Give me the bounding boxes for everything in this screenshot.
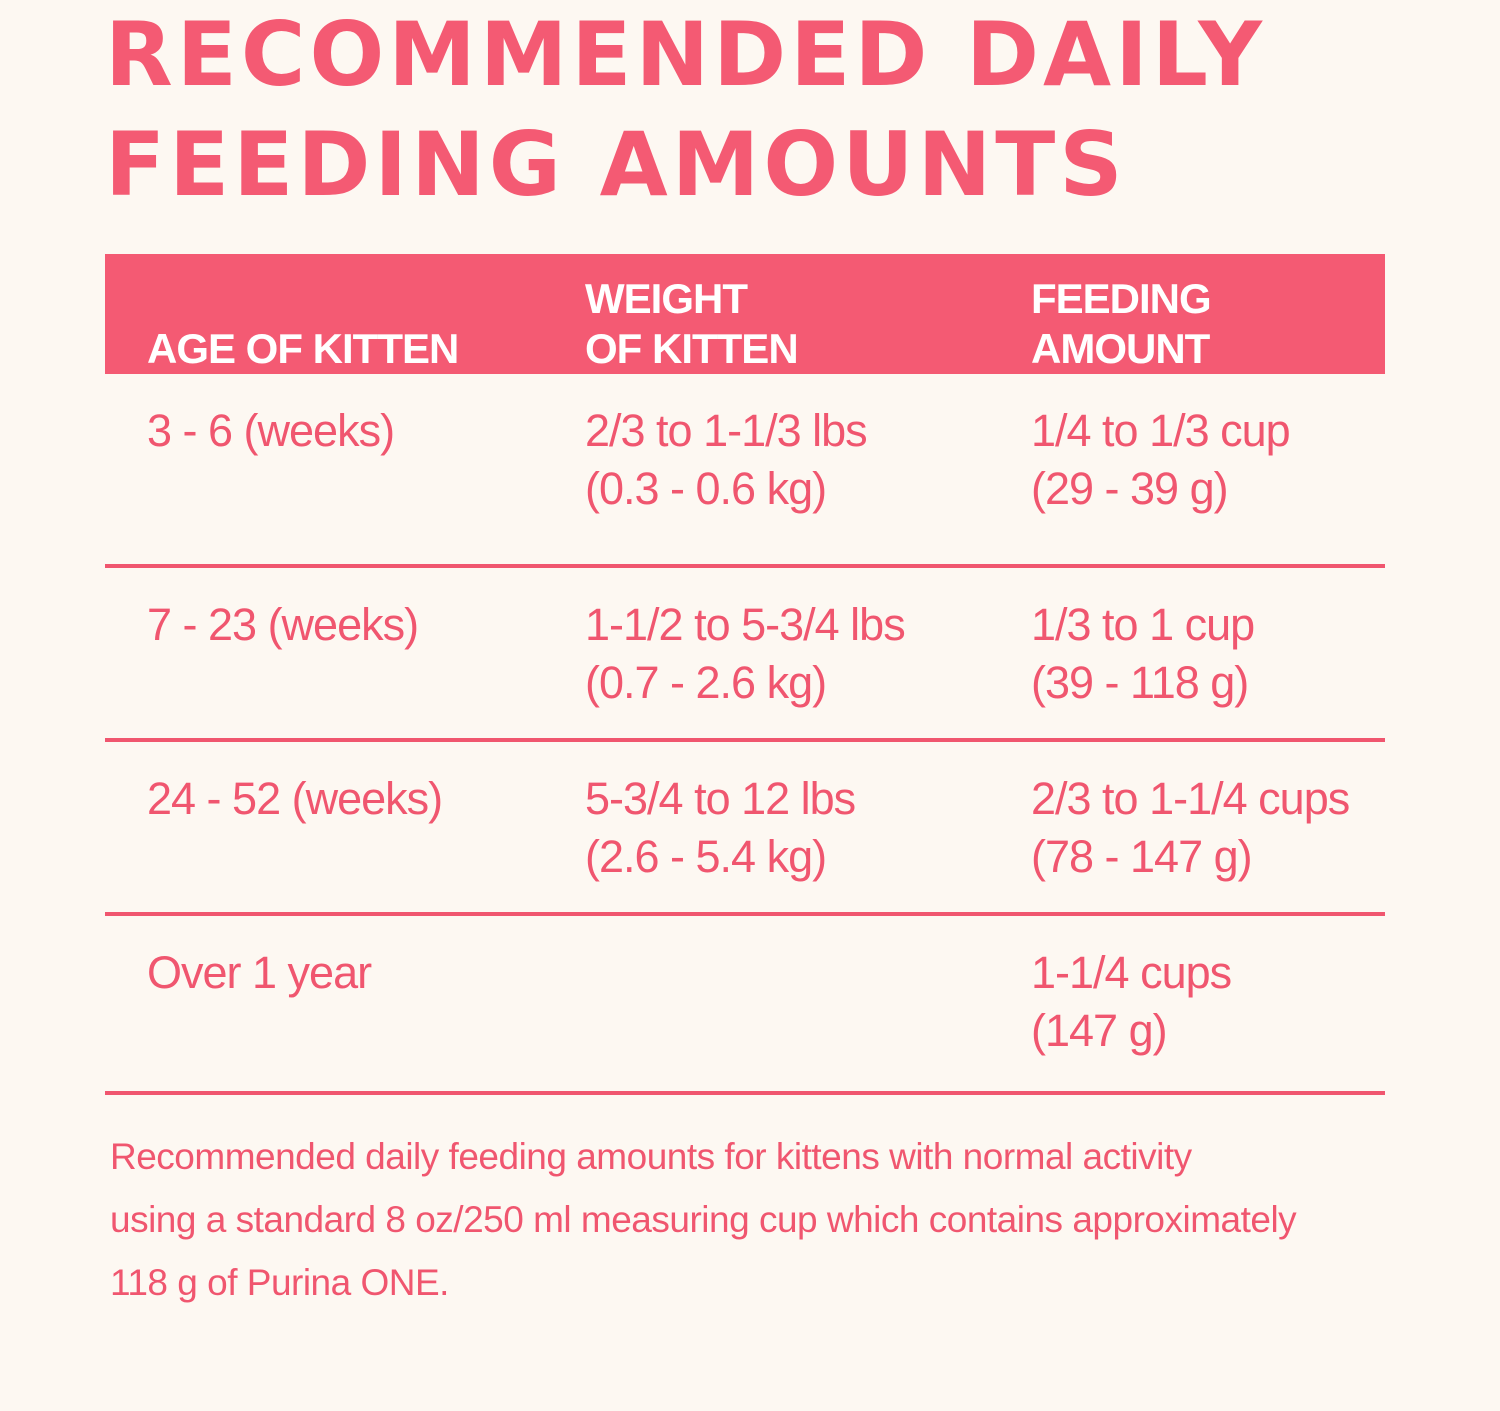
weight-cell: 2/3 to 1-1/3 lbs (0.3 - 0.6 kg) bbox=[585, 402, 868, 518]
weight-cell: 5-3/4 to 12 lbs (2.6 - 5.4 kg) bbox=[585, 770, 856, 886]
header-amount-line-1: FEEDING bbox=[1031, 275, 1212, 322]
amount-grams: (78 - 147 g) bbox=[1031, 831, 1253, 882]
amount-grams: (147 g) bbox=[1031, 1005, 1168, 1056]
amount-cell: 1/3 to 1 cup (39 - 118 g) bbox=[1031, 596, 1255, 712]
table-row: 24 - 52 (weeks) 5-3/4 to 12 lbs (2.6 - 5… bbox=[105, 742, 1385, 916]
title-line-2: FEEDING AMOUNTS bbox=[105, 113, 1127, 216]
weight-kg: (0.7 - 2.6 kg) bbox=[585, 657, 827, 708]
weight-cell: 1-1/2 to 5-3/4 lbs (0.7 - 2.6 kg) bbox=[585, 596, 906, 712]
amount-cell: 1/4 to 1/3 cup (29 - 39 g) bbox=[1031, 402, 1291, 518]
header-amount: FEEDING AMOUNT bbox=[1031, 274, 1212, 374]
amount-cups: 1/4 to 1/3 cup bbox=[1031, 405, 1291, 456]
header-weight: WEIGHT OF KITTEN bbox=[585, 274, 799, 374]
title-line-1: RECOMMENDED DAILY bbox=[105, 3, 1266, 106]
footnote-line-1: Recommended daily feeding amounts for ki… bbox=[110, 1136, 1192, 1177]
amount-cups: 1-1/4 cups bbox=[1031, 947, 1232, 998]
amount-cell: 1-1/4 cups (147 g) bbox=[1031, 944, 1232, 1060]
header-amount-line-2: AMOUNT bbox=[1031, 325, 1210, 372]
header-age-label: AGE OF KITTEN bbox=[147, 325, 459, 372]
amount-grams: (29 - 39 g) bbox=[1031, 463, 1229, 514]
table-row: 7 - 23 (weeks) 1-1/2 to 5-3/4 lbs (0.7 -… bbox=[105, 568, 1385, 742]
weight-lbs: 5-3/4 to 12 lbs bbox=[585, 773, 856, 824]
amount-cell: 2/3 to 1-1/4 cups (78 - 147 g) bbox=[1031, 770, 1350, 886]
age-cell: 7 - 23 (weeks) bbox=[147, 599, 419, 650]
table-row: 3 - 6 (weeks) 2/3 to 1-1/3 lbs (0.3 - 0.… bbox=[105, 374, 1385, 568]
table-header: AGE OF KITTEN WEIGHT OF KITTEN FEEDING A… bbox=[105, 254, 1385, 374]
header-weight-line-1: WEIGHT bbox=[585, 275, 748, 322]
header-weight-line-2: OF KITTEN bbox=[585, 325, 799, 372]
age-cell: Over 1 year bbox=[147, 947, 372, 998]
weight-kg: (0.3 - 0.6 kg) bbox=[585, 463, 827, 514]
footnote-line-2: using a standard 8 oz/250 ml measuring c… bbox=[110, 1199, 1297, 1240]
footnote-line-3: 118 g of Purina ONE. bbox=[110, 1262, 449, 1303]
weight-lbs: 1-1/2 to 5-3/4 lbs bbox=[585, 599, 906, 650]
amount-cups: 2/3 to 1-1/4 cups bbox=[1031, 773, 1350, 824]
weight-lbs: 2/3 to 1-1/3 lbs bbox=[585, 405, 868, 456]
amount-grams: (39 - 118 g) bbox=[1031, 657, 1249, 708]
feeding-table: AGE OF KITTEN WEIGHT OF KITTEN FEEDING A… bbox=[105, 254, 1385, 1095]
header-age: AGE OF KITTEN bbox=[147, 324, 459, 374]
page-title: RECOMMENDED DAILY FEEDING AMOUNTS bbox=[105, 0, 1405, 220]
table-row: Over 1 year 1-1/4 cups (147 g) bbox=[105, 916, 1385, 1095]
footnote: Recommended daily feeding amounts for ki… bbox=[110, 1125, 1350, 1314]
weight-kg: (2.6 - 5.4 kg) bbox=[585, 831, 827, 882]
age-cell: 24 - 52 (weeks) bbox=[147, 773, 443, 824]
amount-cups: 1/3 to 1 cup bbox=[1031, 599, 1255, 650]
age-cell: 3 - 6 (weeks) bbox=[147, 405, 395, 456]
